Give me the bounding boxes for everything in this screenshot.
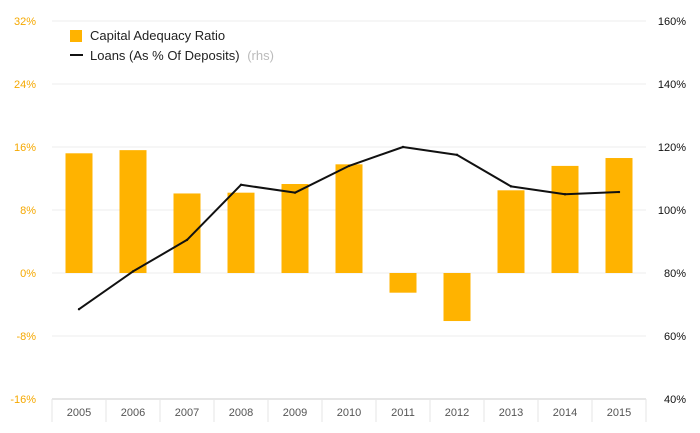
bar-series <box>65 150 633 322</box>
bar <box>65 153 93 273</box>
y-axis-left: 32% 24% 16% 8% 0% -8% -16% <box>10 16 36 406</box>
y-left-tick-label: -16% <box>10 394 36 406</box>
line-point <box>185 238 189 242</box>
line-point <box>617 190 621 194</box>
bar <box>551 165 579 273</box>
y-axis-right: 160% 140% 120% 100% 80% 60% 40% <box>658 16 686 406</box>
y-right-tick-label: 100% <box>658 205 686 217</box>
line-point <box>563 193 567 196</box>
line-series <box>77 145 621 311</box>
bar <box>389 273 417 293</box>
y-left-tick-label: -8% <box>16 331 36 343</box>
bar <box>227 192 255 273</box>
line-point <box>509 185 513 188</box>
bar <box>281 184 309 273</box>
y-right-tick-label: 40% <box>664 394 686 406</box>
y-left-tick-label: 16% <box>14 142 36 154</box>
x-tick-label: 2014 <box>553 407 577 419</box>
line-point <box>347 164 351 168</box>
y-right-tick-label: 60% <box>664 331 686 343</box>
x-tick-label: 2009 <box>283 407 307 419</box>
bar <box>173 193 201 273</box>
y-left-tick-label: 32% <box>14 16 36 28</box>
line-point <box>239 183 243 186</box>
line-point <box>455 153 459 157</box>
x-tick-label: 2012 <box>445 407 469 419</box>
legend: Capital Adequacy Ratio Loans (As % Of De… <box>70 28 274 63</box>
line-point <box>131 270 135 273</box>
legend-label-line-suffix: (rhs) <box>247 48 274 63</box>
y-right-tick-label: 140% <box>658 79 686 91</box>
y-right-tick-label: 160% <box>658 16 686 28</box>
y-left-tick-label: 24% <box>14 79 36 91</box>
x-tick-label: 2007 <box>175 407 199 419</box>
y-left-tick-label: 0% <box>20 268 36 280</box>
bar <box>119 150 147 273</box>
y-left-tick-label: 8% <box>20 205 36 217</box>
y-right-tick-label: 120% <box>658 142 686 154</box>
line-point <box>293 191 297 194</box>
legend-swatch-bar <box>70 30 82 42</box>
x-tick-label: 2013 <box>499 407 523 419</box>
bar <box>335 164 363 273</box>
x-tick-label: 2015 <box>607 407 631 419</box>
legend-label-bar: Capital Adequacy Ratio <box>90 28 225 43</box>
bar <box>443 273 471 322</box>
line-point <box>401 145 405 149</box>
x-tick-label: 2011 <box>391 407 415 419</box>
legend-label-line-text: Loans (As % Of Deposits) <box>90 48 240 63</box>
bar <box>605 158 633 273</box>
x-tick-label: 2006 <box>121 407 145 419</box>
x-tick-label: 2010 <box>337 407 361 419</box>
bar <box>497 190 525 273</box>
x-axis: 2005 2006 2007 2008 2009 2010 2011 2012 2013 2014… <box>51 399 647 422</box>
y-right-tick-label: 80% <box>664 268 686 280</box>
x-tick-label: 2005 <box>67 407 91 419</box>
x-tick-label: 2008 <box>229 407 253 419</box>
legend-label-line: Loans (As % Of Deposits) (rhs) <box>90 48 274 63</box>
line-point <box>77 308 81 311</box>
